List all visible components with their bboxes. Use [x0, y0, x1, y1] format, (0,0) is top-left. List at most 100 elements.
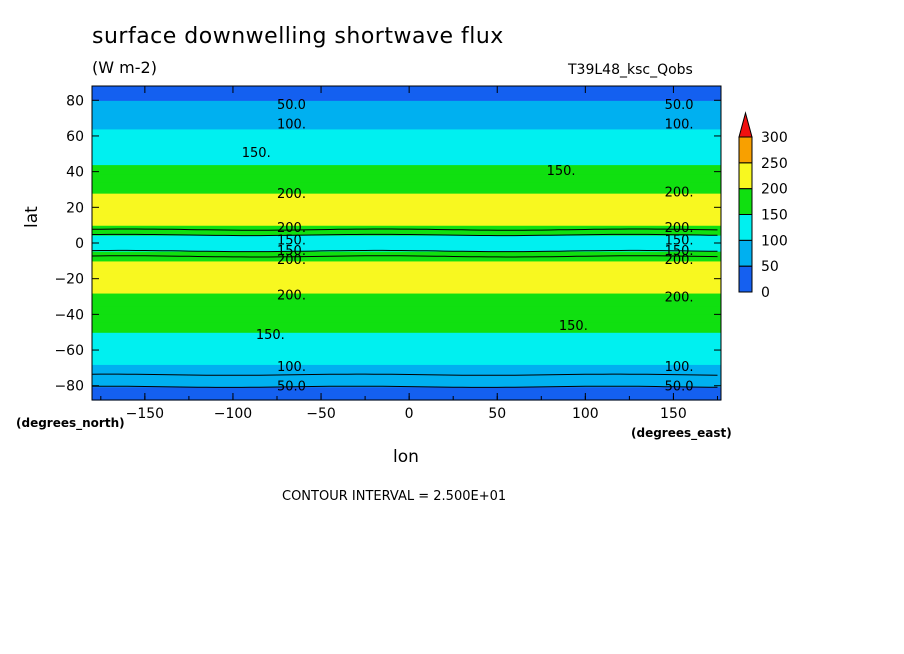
contour-band-strip	[92, 342, 721, 344]
contour-band-strip	[92, 361, 721, 364]
contour-band-strip	[92, 329, 721, 332]
contour-band-strip	[92, 226, 721, 229]
contour-band-strip	[92, 336, 721, 339]
contour-band-strip	[92, 381, 721, 383]
contour-band-strip	[92, 117, 721, 119]
contour-band-strip	[92, 230, 721, 232]
run-label: T39L48_ksc_Qobs	[568, 62, 693, 78]
contour-band-strip	[92, 387, 721, 389]
contour-band-strip	[92, 285, 721, 288]
contour-band-strip	[92, 107, 721, 109]
contour-band-strip	[92, 216, 721, 218]
contour-band-strip	[92, 247, 721, 249]
contour-band-strip	[92, 218, 721, 221]
contour-band-strip	[92, 237, 721, 240]
contour-band-strip	[92, 305, 721, 307]
contour-band-strip	[92, 338, 721, 340]
contour-band-strip	[92, 251, 721, 254]
contour-band-strip	[92, 359, 721, 362]
contour-band-strip	[92, 147, 721, 150]
contour-band-strip	[92, 209, 721, 211]
contour-band-strip	[92, 290, 721, 292]
contour-band-strip	[92, 153, 721, 156]
contour-band-strip	[92, 266, 721, 268]
contour-band-strip	[92, 358, 721, 361]
chart-title: surface downwelling shortwave flux	[92, 24, 504, 49]
contour-band-strip	[92, 172, 721, 175]
contour-band-strip	[92, 263, 721, 266]
contour-label: 150.	[665, 244, 694, 259]
contour-band-strip	[92, 92, 721, 94]
x-axis: −150 −100 −50 0 50 100 150	[100, 86, 718, 422]
contour-band-strip	[92, 154, 721, 157]
contour-band-strip	[92, 315, 721, 317]
contour-band-strip	[92, 139, 721, 142]
contour-band-strip	[92, 335, 721, 338]
contour-band-strip	[92, 288, 721, 290]
contour-band-strip	[92, 93, 721, 95]
contour-band-strip	[92, 192, 721, 194]
contour-band-strip	[92, 111, 721, 114]
contour-band-strip	[92, 104, 721, 107]
contour-band-strip	[92, 161, 721, 164]
contour-band-strip	[92, 389, 721, 391]
contour-band-strip	[92, 330, 721, 332]
contour-band-strip	[92, 268, 721, 271]
contour-band-strip	[92, 261, 721, 264]
contour-lines	[91, 228, 718, 388]
contour-band-strip	[92, 313, 721, 315]
contour-band-strip	[92, 122, 721, 125]
contour-band-strip	[92, 317, 721, 319]
legend-label: 150	[761, 208, 788, 224]
contour-band-strip	[92, 246, 721, 249]
contour-band-strip	[92, 398, 721, 400]
contour-band-strip	[92, 90, 721, 92]
x-tick-label: −100	[214, 406, 252, 422]
contour-band-strip	[92, 109, 721, 111]
contour-band-strip	[92, 126, 721, 128]
contour-band-strip	[92, 103, 721, 106]
contour-band-strip	[92, 119, 721, 122]
contour-band-strip	[92, 243, 721, 246]
contour-band-strip	[92, 368, 721, 371]
contour-band-strip	[92, 245, 721, 248]
contour-label: 150.	[277, 233, 306, 248]
contour-band-strip	[92, 189, 721, 191]
y-tick-label: 40	[66, 165, 84, 181]
contour-band-strip	[92, 214, 721, 216]
legend-label: 100	[761, 233, 788, 249]
contour-band-strip	[92, 332, 721, 334]
contour-band-strip	[92, 243, 721, 245]
contour-band-strip	[92, 217, 721, 219]
contour-band-strip	[92, 191, 721, 193]
contour-band-strip	[92, 168, 721, 171]
contour-band-strip	[92, 127, 721, 129]
contour-band-strip	[92, 378, 721, 381]
contour-band-strip	[92, 259, 721, 261]
contour-band-strip	[92, 352, 721, 355]
contour-line	[92, 233, 718, 237]
contour-band-strip	[92, 215, 721, 217]
contour-band-strip	[92, 310, 721, 313]
contour-band-strip	[92, 184, 721, 186]
y-tick-label: 0	[75, 236, 84, 252]
contour-label: 150.	[559, 319, 588, 334]
contour-band-strip	[92, 287, 721, 290]
contour-band-strip	[92, 158, 721, 160]
contour-band-strip	[92, 309, 721, 312]
contour-band-strip	[92, 238, 721, 241]
contour-band-strip	[92, 294, 721, 297]
contour-band-strip	[92, 159, 721, 161]
contour-band-strip	[92, 137, 721, 140]
contour-band-strip	[92, 198, 721, 200]
contour-band-strip	[92, 124, 721, 126]
x-tick-label: 0	[405, 406, 414, 422]
contour-band-strip	[92, 89, 721, 92]
contour-band-strip	[92, 248, 721, 250]
contour-band-strip	[92, 308, 721, 310]
contour-band-strip	[92, 225, 721, 227]
contour-label: 200.	[277, 289, 306, 304]
contour-band-strip	[92, 365, 721, 367]
contour-label: 150.	[242, 146, 271, 161]
contour-band-strip	[92, 264, 721, 266]
